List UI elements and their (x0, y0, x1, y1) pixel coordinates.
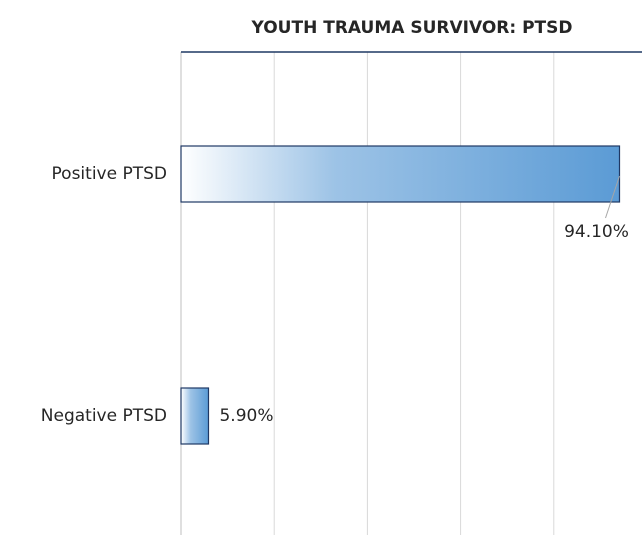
bar (180, 387, 210, 445)
value-label: 94.10% (564, 222, 629, 242)
leader-line (605, 175, 620, 219)
y-tick-label: Negative PTSD (41, 406, 167, 426)
value-label: 5.90% (219, 406, 273, 426)
bar (180, 145, 621, 203)
chart-title: YOUTH TRAUMA SURVIVOR: PTSD (251, 18, 573, 38)
y-tick-label: Positive PTSD (52, 164, 167, 184)
